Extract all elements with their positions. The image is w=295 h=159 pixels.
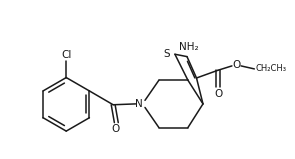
Text: O: O	[214, 89, 222, 99]
Text: NH₂: NH₂	[179, 42, 199, 52]
Text: Cl: Cl	[61, 50, 71, 60]
Text: S: S	[163, 49, 170, 59]
Text: CH₂CH₃: CH₂CH₃	[255, 64, 286, 73]
Text: N: N	[135, 99, 143, 109]
Text: O: O	[112, 124, 120, 134]
Text: O: O	[232, 60, 240, 70]
